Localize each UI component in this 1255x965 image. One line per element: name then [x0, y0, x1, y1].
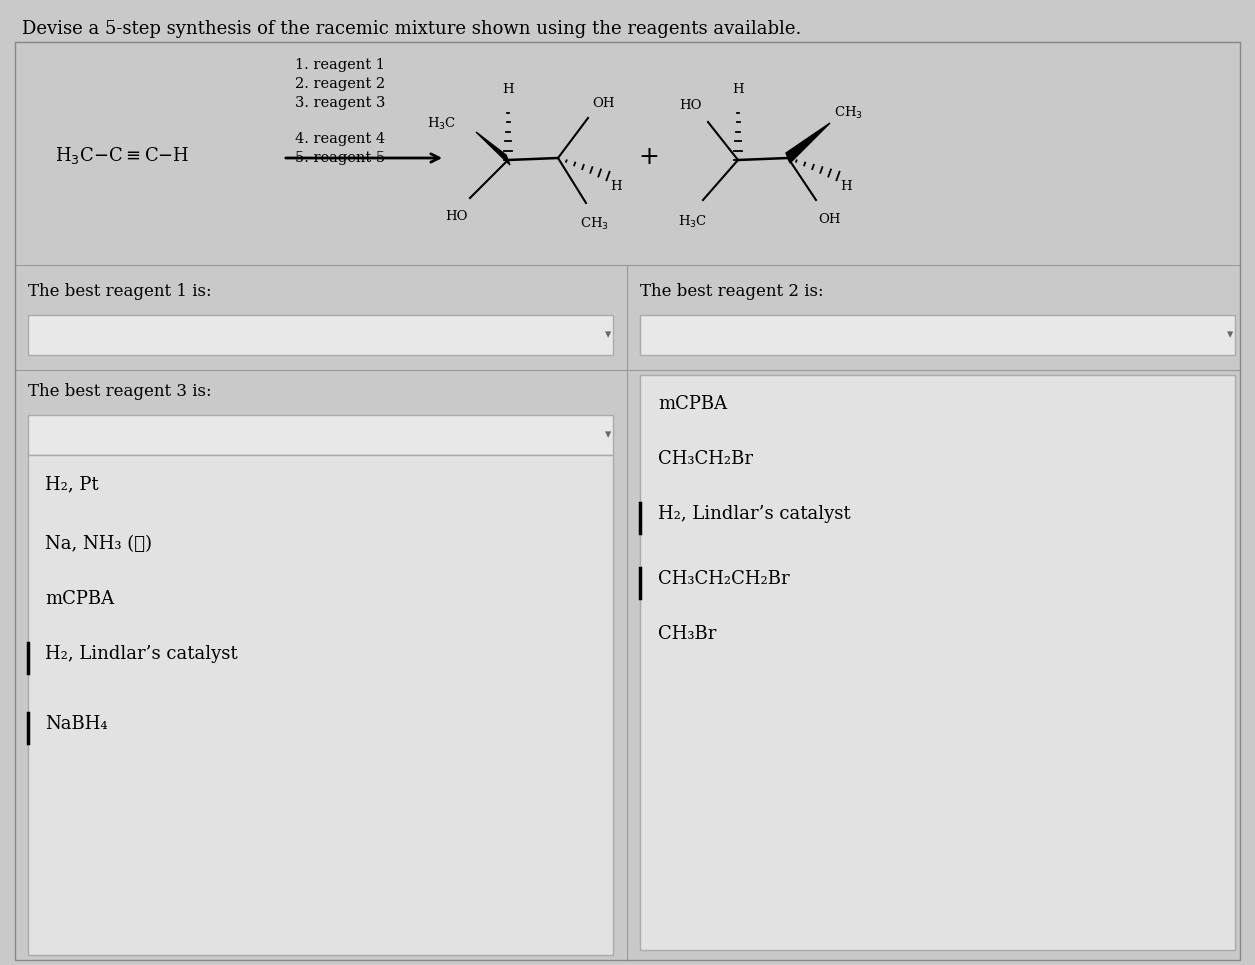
Text: 4. reagent 4: 4. reagent 4	[295, 132, 385, 146]
Text: H$_3$C: H$_3$C	[679, 214, 708, 230]
Text: The best reagent 3 is:: The best reagent 3 is:	[28, 383, 212, 400]
Text: CH$_3$: CH$_3$	[835, 105, 863, 121]
Text: H₂, Lindlar’s catalyst: H₂, Lindlar’s catalyst	[658, 505, 851, 523]
Text: mCPBA: mCPBA	[658, 395, 727, 413]
Polygon shape	[786, 123, 830, 163]
Text: H: H	[502, 83, 513, 96]
Text: mCPBA: mCPBA	[45, 590, 114, 608]
Bar	[28, 315, 612, 355]
Text: H₂, Pt: H₂, Pt	[45, 475, 99, 493]
Bar	[28, 415, 612, 455]
Text: HO: HO	[679, 99, 702, 112]
Text: ▾: ▾	[605, 328, 611, 342]
Bar	[28, 455, 612, 955]
Text: 2. reagent 2: 2. reagent 2	[295, 77, 385, 91]
Text: H$_3$C$-$C$\equiv$C$-$H: H$_3$C$-$C$\equiv$C$-$H	[55, 145, 190, 166]
Text: 1. reagent 1: 1. reagent 1	[295, 58, 385, 72]
Text: H: H	[840, 180, 852, 193]
Text: ▾: ▾	[605, 428, 611, 442]
Text: The best reagent 1 is:: The best reagent 1 is:	[28, 283, 212, 300]
Text: CH₃CH₂CH₂Br: CH₃CH₂CH₂Br	[658, 570, 789, 588]
Text: H: H	[732, 83, 744, 96]
Text: NaBH₄: NaBH₄	[45, 715, 108, 733]
Polygon shape	[476, 132, 510, 165]
Text: HO: HO	[444, 210, 467, 223]
Text: Devise a 5-step synthesis of the racemic mixture shown using the reagents availa: Devise a 5-step synthesis of the racemic…	[23, 20, 802, 38]
Text: 3. reagent 3: 3. reagent 3	[295, 96, 385, 110]
Text: H: H	[610, 180, 621, 193]
Text: The best reagent 2 is:: The best reagent 2 is:	[640, 283, 823, 300]
Text: CH₃Br: CH₃Br	[658, 625, 717, 643]
Bar	[640, 315, 1235, 355]
Text: CH$_3$: CH$_3$	[580, 216, 609, 233]
Bar	[640, 375, 1235, 950]
Text: ▾: ▾	[1227, 328, 1234, 342]
Text: OH: OH	[592, 97, 615, 110]
Text: H$_3$C: H$_3$C	[427, 116, 456, 132]
Text: $+$: $+$	[638, 147, 658, 170]
Text: CH₃CH₂Br: CH₃CH₂Br	[658, 450, 753, 468]
Text: Na, NH₃ (ℓ): Na, NH₃ (ℓ)	[45, 535, 152, 553]
Text: 5. reagent 5: 5. reagent 5	[295, 151, 385, 165]
Text: OH: OH	[818, 213, 841, 226]
Text: H₂, Lindlar’s catalyst: H₂, Lindlar’s catalyst	[45, 645, 237, 663]
